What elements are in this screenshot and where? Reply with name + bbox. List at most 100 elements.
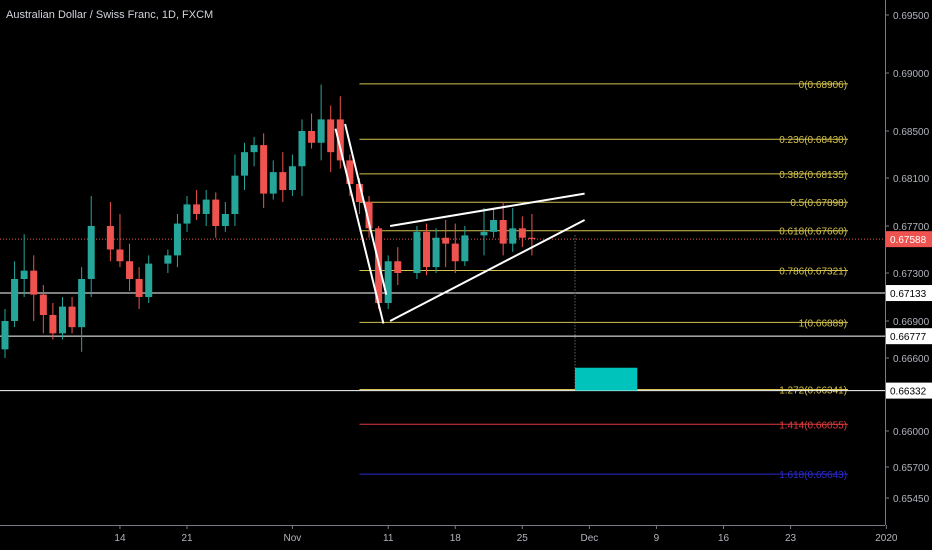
price-tick-label: 0.68500 <box>893 127 930 138</box>
fib-level-label: 0.786(0.67321) <box>779 267 847 278</box>
price-tick-label: 0.66900 <box>893 317 930 328</box>
candle-body <box>11 279 19 321</box>
candle-body <box>202 199 210 214</box>
candle <box>384 255 392 309</box>
candle-body <box>423 231 431 268</box>
candle <box>442 220 450 268</box>
candle <box>461 226 469 266</box>
trendline <box>389 219 586 322</box>
drawn-trendlines <box>334 123 638 391</box>
candle <box>499 202 507 256</box>
candle-body <box>499 220 507 244</box>
candle-body <box>250 145 258 153</box>
price-axis: 0.69500 0.69000 0.68500 0.68100 0.67700 0.673… <box>885 0 932 550</box>
fib-level-label: 0(0.68906) <box>799 80 847 91</box>
horizontal-levels <box>0 292 885 392</box>
candle <box>423 223 431 276</box>
candle <box>336 96 344 169</box>
candle <box>202 190 210 226</box>
fib-level-label: 0.236(0.68430) <box>779 135 847 146</box>
candle-body <box>183 204 191 224</box>
time-tick-label: 25 <box>517 533 529 544</box>
candle-body <box>365 202 373 229</box>
candle <box>509 208 517 252</box>
time-tick-label: 9 <box>654 533 660 544</box>
candle-body <box>212 199 220 226</box>
price-tick-label: 0.68100 <box>893 174 930 185</box>
candle-body <box>394 261 402 273</box>
candle <box>11 261 19 328</box>
candle-body <box>106 226 114 250</box>
candle <box>68 297 76 334</box>
candle <box>145 255 153 303</box>
candle <box>231 154 239 226</box>
candle-body <box>173 223 181 256</box>
candle-body <box>336 119 344 161</box>
candle-body <box>279 172 287 190</box>
candle-body <box>30 270 38 295</box>
candle-body <box>164 255 172 264</box>
fib-level-label: 0.382(0.68135) <box>779 170 847 181</box>
time-tick-label: 23 <box>785 533 797 544</box>
price-tick-label: 0.66600 <box>893 354 930 365</box>
candle <box>269 160 277 200</box>
time-tick-label: 18 <box>450 533 462 544</box>
candle-body <box>135 279 143 297</box>
candle-body <box>221 214 229 226</box>
candle-body <box>442 237 450 244</box>
candle <box>78 267 86 352</box>
price-tick-label: 0.67700 <box>893 222 930 233</box>
candle-body <box>20 270 28 279</box>
candle-body <box>490 220 498 232</box>
fib-level-label: 1.414(0.66055) <box>779 420 847 431</box>
candle <box>298 119 306 196</box>
price-tick-label: 0.65450 <box>893 494 930 505</box>
candle <box>39 285 47 334</box>
level-price-box <box>886 285 932 302</box>
fib-level-label: 0.618(0.67660) <box>779 227 847 238</box>
time-tick-label: Nov <box>284 533 302 544</box>
fib-level-label: 1(0.66889) <box>799 318 847 329</box>
candle <box>126 243 134 291</box>
price-labels: 0.67133 0.66777 0.66332 0.67588 <box>886 231 932 399</box>
candles <box>1 84 536 358</box>
level-price-label: 0.66332 <box>890 387 927 398</box>
candle-body <box>39 294 47 315</box>
candle <box>164 249 172 273</box>
level-price-box <box>886 382 932 399</box>
candle-body <box>288 166 296 190</box>
candle-body <box>58 306 66 334</box>
trendline <box>334 128 385 324</box>
candle <box>432 228 440 273</box>
candle-body <box>269 172 277 194</box>
candle-body <box>78 279 86 328</box>
candle <box>58 297 66 340</box>
candle <box>490 208 498 238</box>
candle-body <box>355 184 363 202</box>
candle <box>116 214 124 268</box>
candle <box>365 196 373 238</box>
trendline <box>389 192 585 227</box>
time-tick-label: 16 <box>718 533 730 544</box>
time-tick-label: 14 <box>114 533 126 544</box>
candle-body <box>193 204 201 214</box>
chart-title: Australian Dollar / Swiss Franc, 1D, FXC… <box>6 9 213 21</box>
candle <box>250 136 258 167</box>
fibonacci-levels: 0(0.68906) 0.236(0.68430) 0.382(0.68135) 0.… <box>359 80 849 481</box>
level-price-box <box>886 328 932 345</box>
candle <box>49 303 57 340</box>
candle <box>413 226 421 279</box>
price-axis-bg <box>885 0 932 550</box>
candle-body <box>317 119 325 143</box>
price-tick-label: 0.69500 <box>893 11 930 22</box>
candle-body <box>346 160 354 184</box>
candle-body <box>432 237 440 268</box>
candle <box>480 208 488 256</box>
candle-body <box>461 235 469 262</box>
candle-body <box>1 321 9 350</box>
candle <box>1 309 9 358</box>
candle-body <box>231 175 239 214</box>
candle <box>308 113 316 149</box>
candle-body <box>384 261 392 303</box>
